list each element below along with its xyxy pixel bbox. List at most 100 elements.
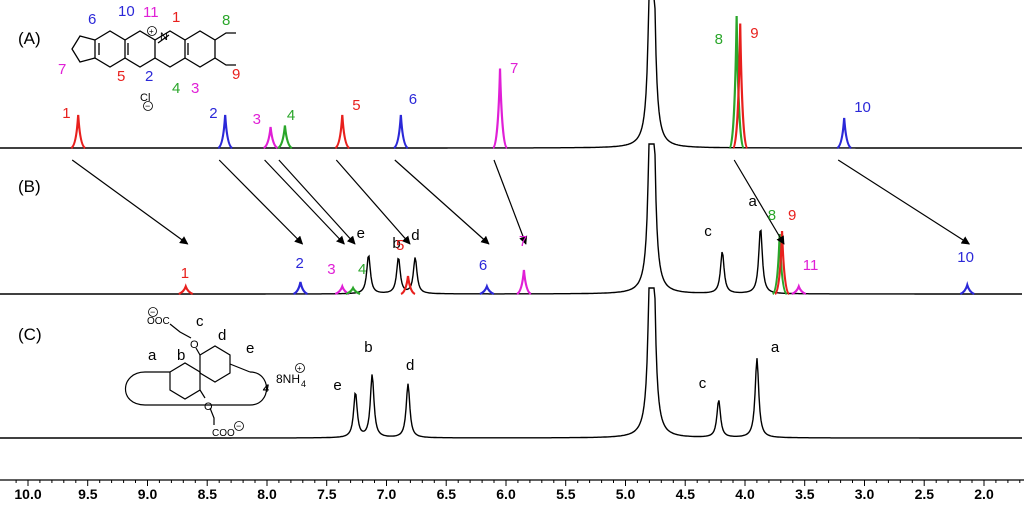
peak-label: b	[392, 235, 400, 252]
peak-label: d	[411, 227, 419, 244]
peak-label: b	[364, 339, 372, 356]
correlation-arrows	[71, 159, 971, 245]
peak-label: 3	[327, 261, 335, 278]
methoxy-8-bond	[214, 32, 236, 41]
structure-C-text: a b c d e OOC − O O COO − 4 8NH 4 +	[147, 307, 306, 439]
peak-label: 1	[62, 105, 70, 122]
axis-tick-label: 2.0	[974, 486, 994, 502]
link-bonds	[145, 363, 251, 373]
peak-label: a	[749, 193, 758, 210]
site-label-d: d	[218, 327, 226, 344]
atom-label-11: 11	[143, 4, 159, 21]
peak-label: 6	[409, 91, 417, 108]
peak-label: 1	[181, 265, 189, 282]
peak-label: 10	[854, 99, 871, 116]
anion-circle	[143, 101, 153, 111]
panel-label-A: (A)	[18, 29, 41, 48]
axis-tick-label: 3.0	[855, 486, 875, 502]
structure-A-text: 10 11 1 6 7 5 2 4 3 8 9 N + Cl −	[58, 3, 240, 111]
peak-mark	[393, 114, 409, 150]
cation-sign: +	[297, 364, 302, 373]
peak-label: 4	[287, 107, 295, 124]
axis-tick-label: 7.5	[317, 486, 337, 502]
peak-label: 6	[479, 257, 487, 274]
counter-ion-cl: Cl	[140, 92, 150, 104]
peak-mark	[774, 230, 790, 296]
peak-label: 7	[519, 233, 527, 250]
correlation-arrow	[218, 159, 304, 245]
correlation-arrow	[493, 159, 528, 245]
peak-label: c	[699, 375, 707, 392]
correlation-arrow	[278, 159, 356, 245]
ring-d	[184, 30, 216, 68]
atom-label-8: 8	[222, 12, 230, 29]
cation-charge	[295, 363, 305, 373]
atom-label-1: 1	[172, 9, 180, 26]
axis-tick-label: 2.5	[915, 486, 935, 502]
peak-mark	[334, 283, 350, 296]
axis-tick-label: 4.0	[735, 486, 755, 502]
peak-mark	[217, 114, 233, 150]
peak-label: 2	[296, 255, 304, 272]
structure-A	[71, 30, 236, 68]
panel-label-C: (C)	[18, 325, 42, 344]
upper-oxy-chain	[169, 323, 201, 356]
correlation-arrow	[335, 159, 411, 245]
structure-C	[124, 323, 267, 425]
axis-tick-label: 9.5	[78, 486, 98, 502]
ring-upper	[199, 345, 231, 383]
peak-label: 8	[768, 207, 776, 224]
nitrogen-label: N	[160, 31, 168, 43]
spectra-layer	[0, 0, 1022, 439]
axis-tick-label: 6.0	[496, 486, 516, 502]
ring-c	[154, 30, 186, 68]
anion-sign: −	[145, 101, 150, 111]
axis-tick-label: 5.5	[556, 486, 576, 502]
peak-mark	[791, 283, 807, 296]
double-bonds	[98, 34, 189, 55]
peak-mark	[516, 269, 532, 296]
spectrum-trace	[0, 143, 1022, 295]
axis-tick-label: 6.5	[437, 486, 457, 502]
peak-mark	[479, 283, 495, 296]
peak-label: e	[333, 377, 341, 394]
carboxylate-top: OOC	[147, 316, 170, 327]
carboxylate-top-sign: −	[150, 307, 155, 317]
peak-label: 10	[957, 249, 974, 266]
carboxylate-top-charge	[148, 307, 158, 317]
macrocycle-outline	[124, 371, 267, 406]
atom-label-2: 2	[145, 68, 153, 85]
peak-label: 5	[396, 237, 404, 254]
peak-mark	[277, 125, 293, 150]
atom-label-4: 4	[172, 80, 180, 97]
peak-mark	[836, 117, 852, 150]
oxygen-bottom: O	[204, 401, 213, 413]
carboxylate-bottom: COO	[212, 428, 235, 439]
site-label-b: b	[177, 347, 185, 364]
peak-mark	[400, 275, 416, 296]
spectrum-trace	[0, 287, 1022, 439]
peak-label: 8	[715, 31, 723, 48]
axis-tick-label: 4.5	[676, 486, 696, 502]
axis-tick-label: 5.0	[616, 486, 636, 502]
correlation-arrow	[837, 159, 971, 245]
peak-label: 9	[750, 25, 758, 42]
peak-mark	[70, 114, 86, 150]
correlation-arrow	[264, 159, 345, 245]
peak-label: d	[406, 357, 414, 374]
peak-label: 9	[788, 207, 796, 224]
spectrum-trace	[0, 0, 1022, 149]
peak-mark	[728, 15, 745, 150]
peak-mark	[771, 233, 788, 296]
peak-mark	[292, 281, 308, 296]
methoxy-9-bond	[214, 57, 236, 66]
carboxylate-bottom-sign: −	[236, 421, 241, 431]
ring-lower	[169, 362, 201, 400]
peak-label: c	[704, 223, 712, 240]
peak-label: 4	[358, 261, 366, 278]
atom-label-9: 9	[232, 66, 240, 83]
peak-label: 5	[352, 97, 360, 114]
peak-label: 3	[253, 111, 261, 128]
